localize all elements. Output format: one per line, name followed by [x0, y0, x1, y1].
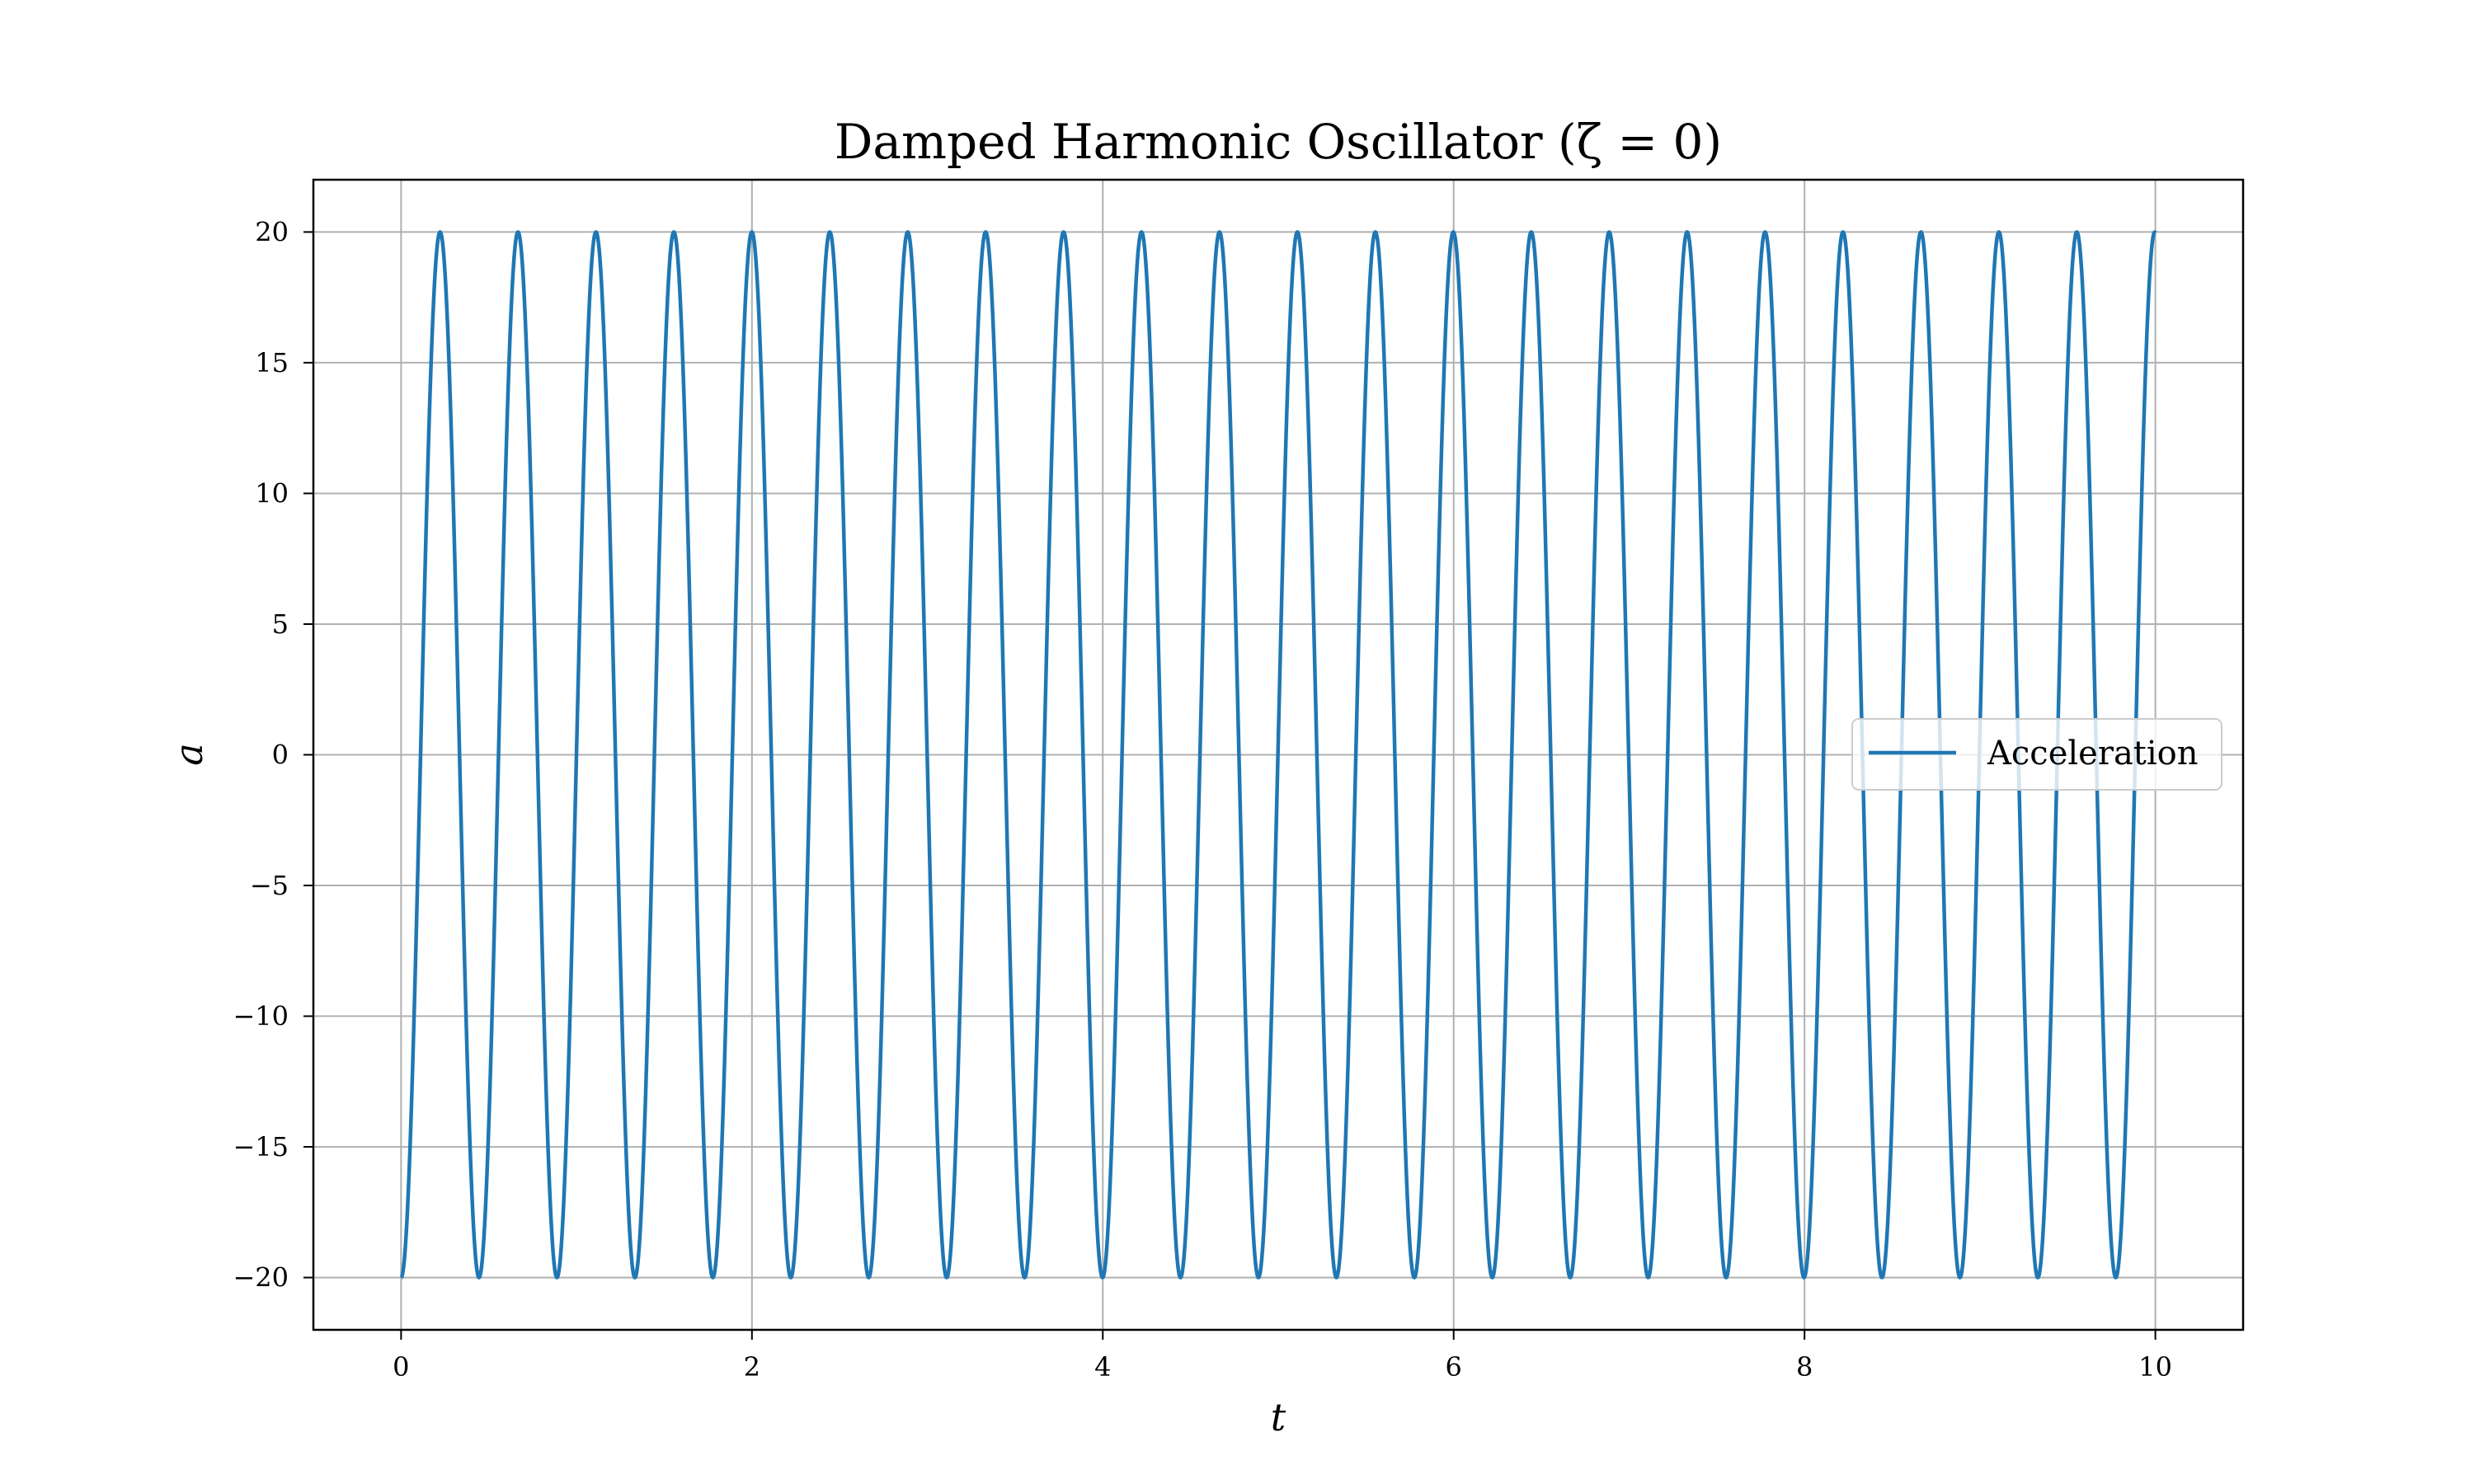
y-tick-label: 0: [272, 740, 289, 771]
y-tick-label: −15: [233, 1131, 289, 1162]
y-axis-label: a: [167, 743, 211, 765]
y-tick-label: −10: [233, 1001, 289, 1032]
x-tick-label: 0: [393, 1351, 409, 1383]
y-tick-label: 20: [255, 216, 289, 247]
y-tick-label: 5: [272, 608, 289, 640]
x-tick-label: 10: [2138, 1351, 2172, 1383]
x-tick-label: 2: [744, 1351, 760, 1383]
x-tick-label: 8: [1796, 1351, 1813, 1383]
y-tick-label: 10: [255, 477, 289, 509]
x-tick-label: 4: [1094, 1351, 1111, 1383]
legend-box: [1851, 718, 2222, 791]
chart-title: Damped Harmonic Oscillator (ζ = 0): [835, 114, 1722, 170]
x-axis-label: t: [1271, 1395, 1286, 1439]
y-axis-ticks: −20 −15 −10 −5 0 5 10 15 20: [233, 216, 313, 1294]
y-tick-label: 15: [255, 347, 289, 378]
x-tick-label: 6: [1446, 1351, 1462, 1383]
x-axis-ticks: 0 2 4 6 8 10: [393, 1330, 2172, 1383]
y-tick-label: −20: [233, 1262, 289, 1294]
legend: Acceleration: [1851, 718, 2222, 791]
y-tick-label: −5: [250, 870, 289, 901]
legend-label-acceleration: Acceleration: [1987, 735, 2199, 773]
